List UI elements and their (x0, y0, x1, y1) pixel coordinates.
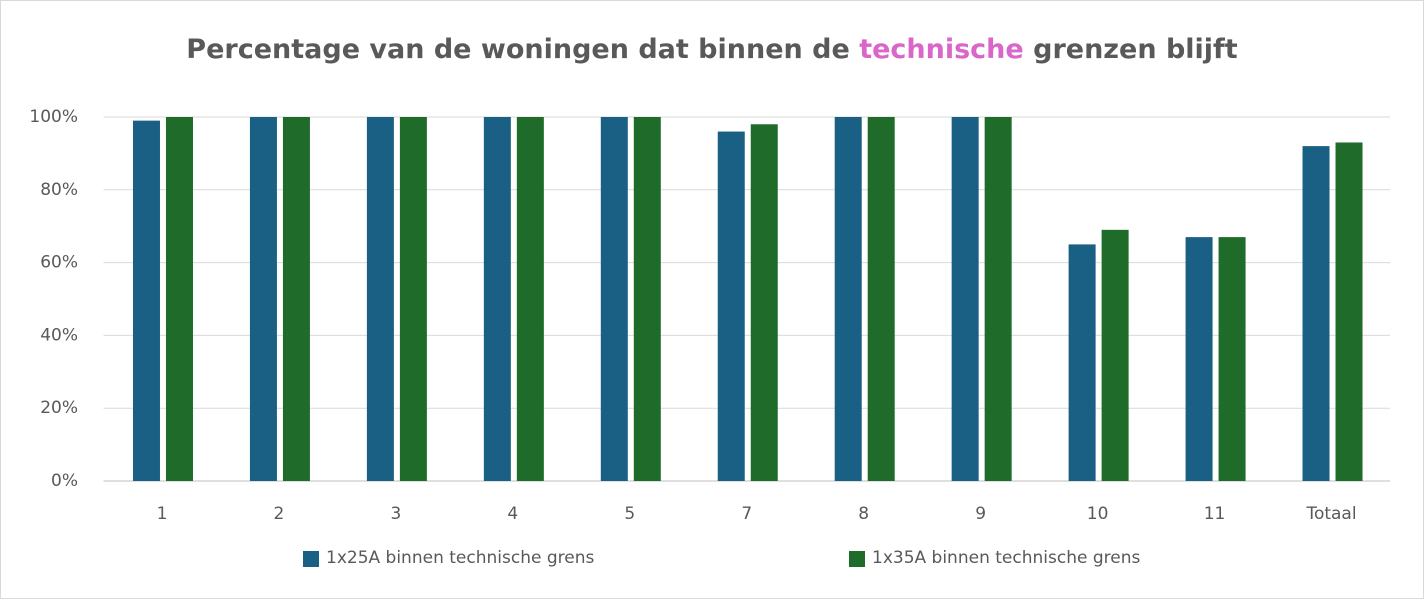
y-tick-label: 100% (29, 107, 78, 127)
bar (1335, 142, 1363, 482)
bar (600, 117, 628, 481)
x-tick-label: 4 (507, 504, 518, 524)
x-tick-label: 7 (741, 504, 752, 524)
bar (1185, 237, 1213, 481)
bar (1302, 146, 1330, 481)
x-tick-label: 3 (390, 504, 401, 524)
y-tick-label: 60% (40, 253, 78, 273)
y-tick-label: 0% (51, 471, 78, 491)
bar (399, 117, 427, 481)
bar (282, 117, 310, 481)
bar (1101, 229, 1129, 481)
bar (1068, 244, 1096, 481)
bar (516, 117, 544, 481)
bar (867, 117, 895, 481)
x-tick-label: 5 (624, 504, 635, 524)
bar (633, 117, 661, 481)
bar (951, 117, 979, 481)
title-part: grenzen blijft (1024, 34, 1238, 65)
bar (1218, 237, 1246, 481)
bar (750, 124, 778, 481)
bar (366, 117, 394, 481)
y-tick-label: 80% (40, 180, 78, 200)
legend-label: 1x25A binnen technische grens (326, 548, 594, 568)
x-tick-label: 8 (858, 504, 869, 524)
bar (483, 117, 511, 481)
x-tick-label: Totaal (1305, 504, 1356, 524)
legend-swatch (849, 551, 865, 567)
y-tick-label: 40% (40, 325, 78, 345)
x-tick-label: 1 (157, 504, 168, 524)
bar (834, 117, 862, 481)
bar (249, 117, 277, 481)
bar (165, 117, 193, 481)
x-tick-label: 9 (975, 504, 986, 524)
bar (717, 131, 745, 481)
x-tick-label: 10 (1087, 504, 1109, 524)
legend-label: 1x35A binnen technische grens (872, 548, 1140, 568)
x-tick-label: 2 (274, 504, 285, 524)
y-tick-label: 20% (40, 398, 78, 418)
bar (132, 120, 160, 481)
legend-swatch (303, 551, 319, 567)
title-part: Percentage van de woningen dat binnen de (186, 34, 859, 65)
bar (984, 117, 1012, 481)
x-tick-label: 11 (1204, 504, 1226, 524)
chart-title: Percentage van de woningen dat binnen de… (186, 34, 1238, 65)
title-highlight: technische (859, 34, 1024, 65)
